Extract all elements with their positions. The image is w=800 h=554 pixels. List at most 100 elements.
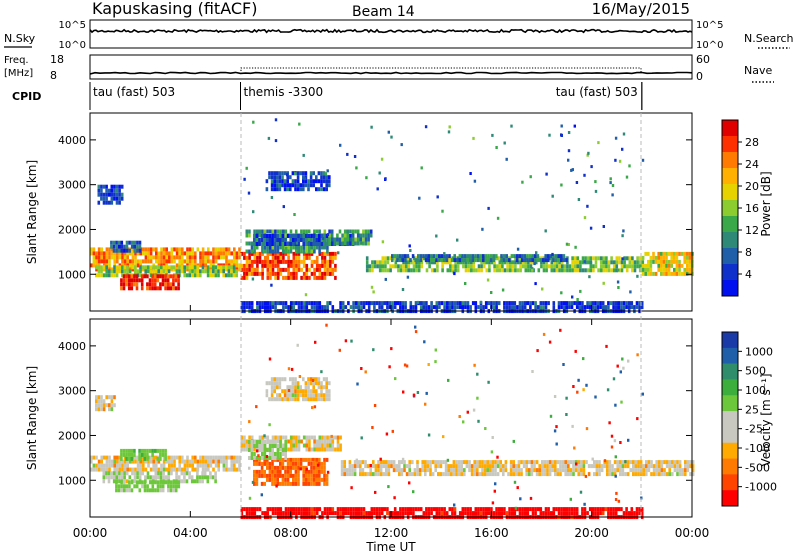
heatmap-cell [194,251,197,256]
heatmap-cell [354,511,358,516]
heatmap-cell [273,171,276,176]
heatmap-cell [279,435,283,440]
heatmap-cell [381,268,385,273]
heatmap-cell [547,301,550,306]
heatmap-cell [542,264,546,269]
heatmap-cell [416,391,420,394]
heatmap-cell [520,460,523,465]
heatmap-cell [384,277,387,281]
heatmap-cell [479,254,482,259]
nsky-tick-bottom: 10^0 [59,40,86,51]
heatmap-cell [323,457,326,462]
heatmap-cell [310,234,313,238]
heatmap-cell [292,457,295,462]
heatmap-cell [400,143,403,147]
heatmap-cell [97,463,101,468]
heatmap-cell [557,301,561,306]
heatmap-cell [175,455,179,460]
heatmap-cell [276,245,280,250]
heatmap-cell [186,251,189,256]
x-axis-label: Time UT [365,540,416,554]
heatmap-cell [613,439,617,443]
heatmap-cell [172,488,175,493]
heatmap-cell [313,447,316,452]
heatmap-cell [292,439,296,444]
heatmap-cell [521,260,525,265]
heatmap-cell [284,259,288,264]
heatmap-cell [307,245,311,250]
heatmap-cell [307,473,311,478]
heatmap-cell [638,301,641,306]
heatmap-cell [190,475,194,480]
heatmap-cell [118,479,121,484]
heatmap-cell [561,468,565,473]
heatmap-cell [529,264,533,269]
heatmap-cell [144,459,148,464]
heatmap-cell [281,377,284,382]
heatmap-cell [404,507,407,512]
heatmap-cell [339,507,342,512]
heatmap-cell [166,274,170,279]
heatmap-cell [201,251,205,256]
heatmap-cell [594,256,598,261]
heatmap-cell [147,463,150,468]
heatmap-cell [297,511,301,516]
heatmap-cell [268,242,272,246]
heatmap-cell [348,464,352,469]
heatmap-cell [130,286,134,291]
heatmap-cell [102,403,106,408]
heatmap-cell [305,447,309,452]
heatmap-cell [133,471,137,476]
heatmap-cell [562,254,566,259]
heatmap-cell [531,268,534,272]
heatmap-cell [115,273,119,278]
heatmap-cell [323,238,326,242]
heatmap-cell [287,245,290,250]
heatmap-cell [199,251,202,256]
heatmap-cell [581,305,584,310]
heatmap-cell [117,248,121,253]
heatmap-cell [120,480,123,485]
heatmap-cell [207,255,210,260]
heatmap-cell [595,468,599,473]
heatmap-cell [225,467,228,472]
heatmap-cell [571,295,574,299]
heatmap-cell [621,460,625,465]
heatmap-cell [591,305,595,310]
heatmap-cell [152,269,155,274]
heatmap-cell [521,254,524,259]
heatmap-cell [555,425,558,429]
heatmap-cell [304,389,308,394]
heatmap-cell [644,251,647,256]
heatmap-cell [263,305,267,310]
heatmap-cell [97,184,101,189]
heatmap-cell [287,271,290,276]
heatmap-cell [151,282,154,287]
heatmap-cell [274,251,277,256]
heatmap-cell [268,452,272,456]
heatmap-cell [544,511,548,516]
heatmap-cell [245,511,249,516]
heatmap-cell [559,328,562,332]
heatmap-cell [599,260,603,265]
heatmap-cell [253,267,257,272]
heatmap-cell [240,447,244,452]
heatmap-cell [539,301,543,306]
heatmap-cell [261,275,264,280]
heatmap-cell [304,397,308,402]
heatmap-cell [476,372,479,376]
heatmap-cell [560,258,563,263]
heatmap-cell [450,472,453,477]
heatmap-cell [281,249,285,254]
heatmap-cell [283,171,287,176]
heatmap-cell [188,273,192,278]
heatmap-cell [143,488,147,493]
heatmap-cell [206,265,210,270]
heatmap-cell [289,259,293,264]
heatmap-cell [315,187,318,192]
heatmap-cell [201,259,205,264]
heatmap-cell [107,479,111,484]
heatmap-cell [612,377,616,381]
heatmap-cell [359,233,363,238]
heatmap-cell [320,461,324,466]
